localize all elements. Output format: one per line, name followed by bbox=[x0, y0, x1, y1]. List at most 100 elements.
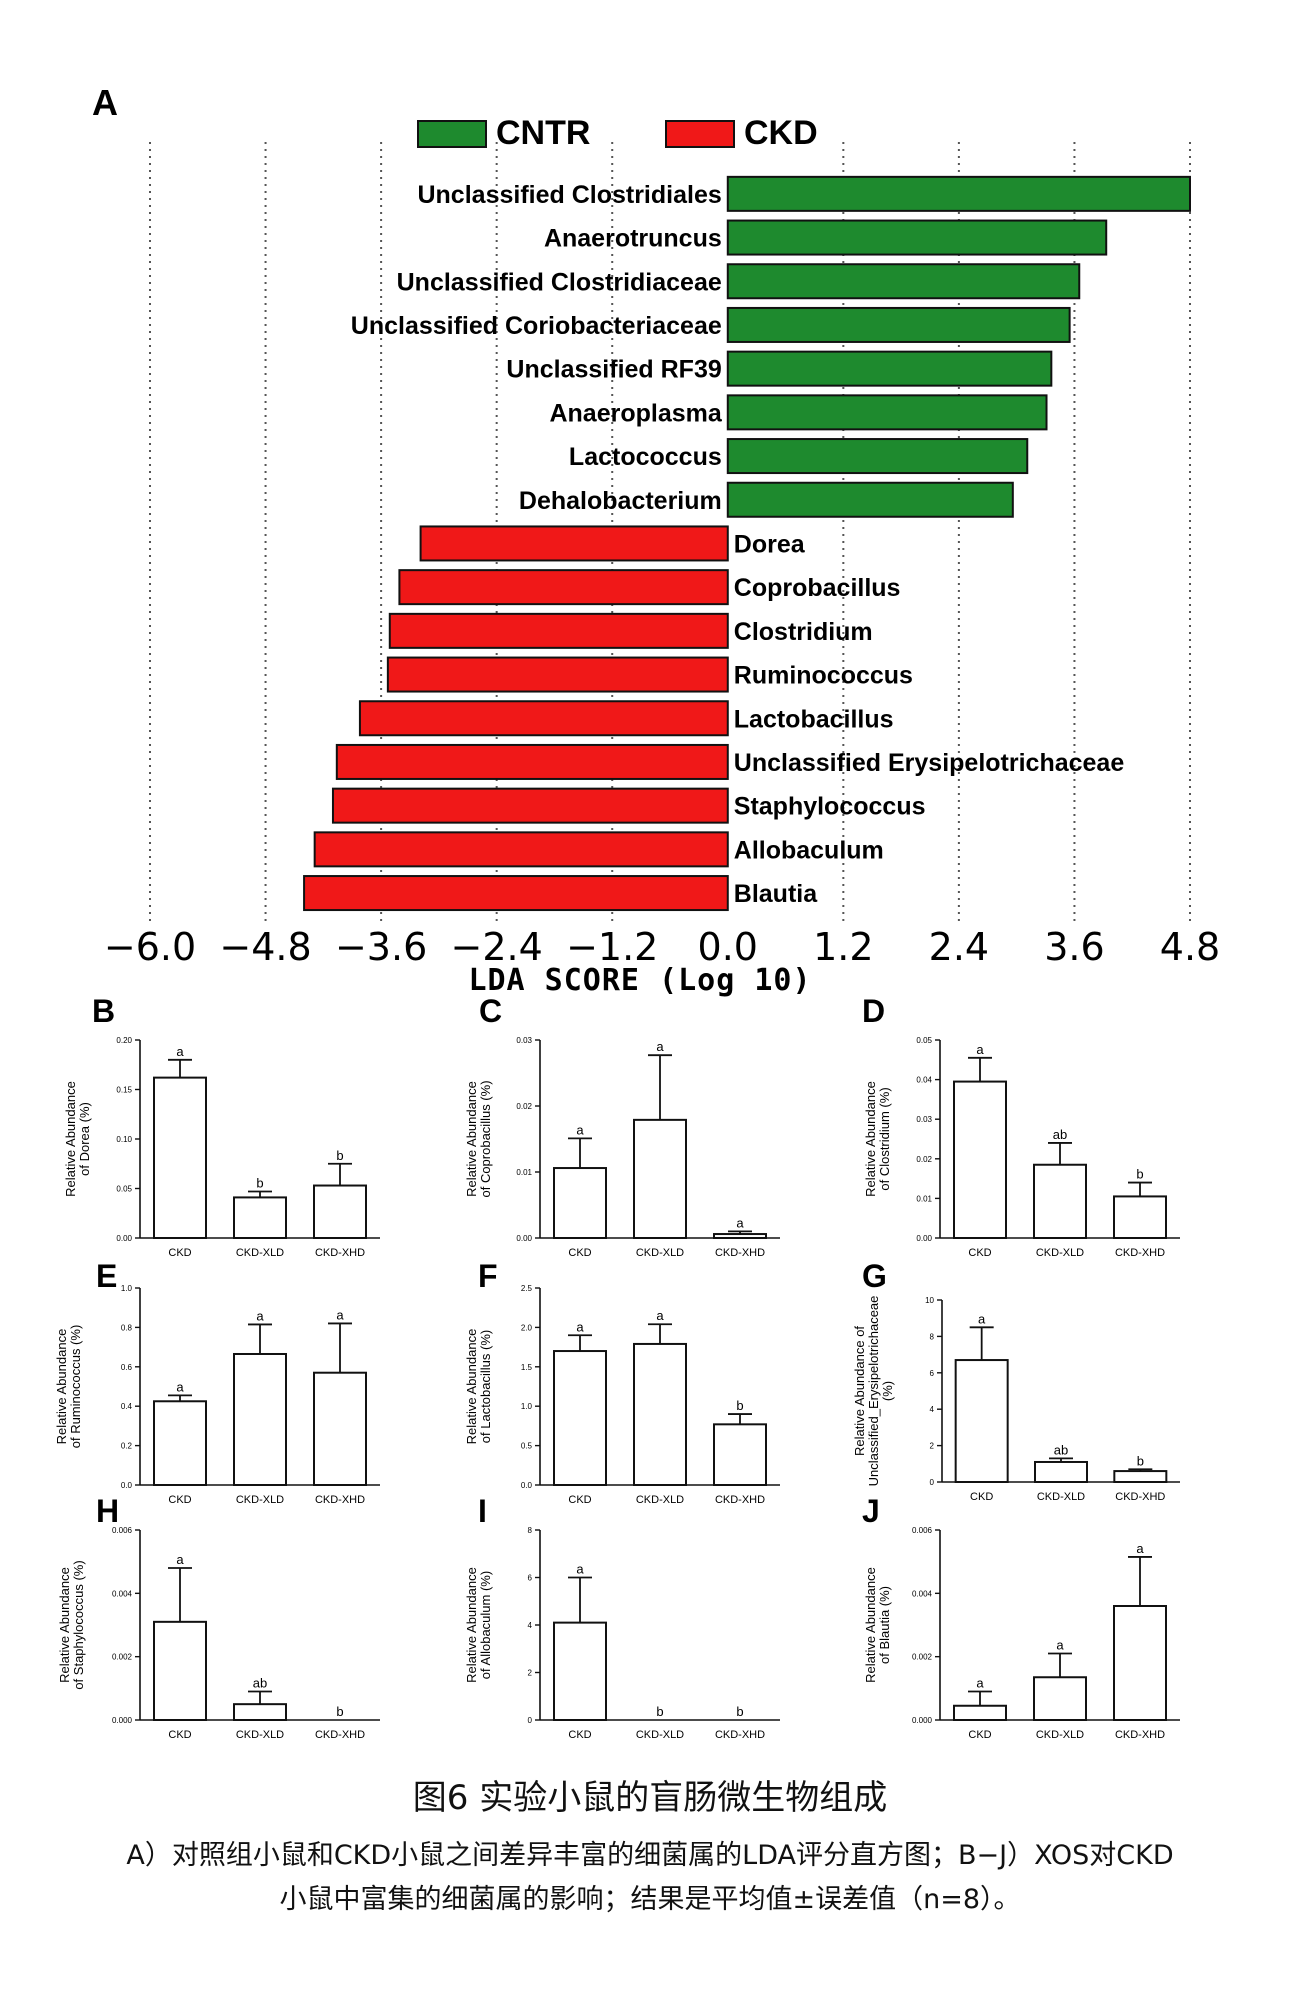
lda-bar bbox=[331, 787, 729, 824]
bar-chart-b: B 0.00 0.05 0.10 0.15 0.20 Relative Abundanceo… bbox=[63, 993, 380, 1259]
y-tick-label: 0.8 bbox=[121, 1323, 133, 1332]
lda-tick-label: 2.4 bbox=[929, 925, 989, 969]
bar bbox=[233, 1703, 287, 1721]
y-tick-label: 2.5 bbox=[521, 1284, 533, 1293]
lda-tick-label: 0.0 bbox=[698, 925, 758, 969]
lda-bar-label: Coprobacillus bbox=[734, 574, 901, 602]
bar bbox=[153, 1076, 207, 1239]
x-category-label: CKD bbox=[168, 1494, 191, 1506]
bar bbox=[1113, 1195, 1167, 1240]
significance-letter: b bbox=[256, 1175, 263, 1190]
bar bbox=[713, 1423, 767, 1486]
x-category-label: CKD-XLD bbox=[636, 1247, 684, 1259]
lda-bar bbox=[303, 875, 729, 912]
y-tick-label: 0.000 bbox=[912, 1716, 933, 1725]
significance-letter: a bbox=[736, 1215, 744, 1230]
significance-letter: b bbox=[336, 1704, 343, 1719]
x-category-label: CKD bbox=[168, 1729, 191, 1741]
bar bbox=[954, 1359, 1009, 1484]
y-tick-label: 0.20 bbox=[116, 1036, 132, 1045]
lda-axis-title: LDA SCORE (Log 10) bbox=[468, 963, 811, 998]
y-tick-label: 0.002 bbox=[112, 1653, 133, 1662]
significance-letter: b bbox=[1137, 1453, 1144, 1468]
y-tick-label: 0.2 bbox=[121, 1442, 133, 1451]
y-tick-label: 0.000 bbox=[112, 1716, 133, 1725]
bar bbox=[553, 1621, 607, 1721]
legend-swatch-cntr bbox=[417, 120, 487, 148]
significance-letter: b bbox=[336, 1148, 343, 1163]
x-category-label: CKD-XLD bbox=[636, 1729, 684, 1741]
lda-tick-label: −2.4 bbox=[451, 925, 543, 969]
y-axis-title: Relative Abundanceof Clostridium (%) bbox=[863, 1081, 892, 1197]
lda-bar-label: Lactococcus bbox=[569, 443, 722, 471]
x-category-label: CKD bbox=[968, 1247, 991, 1259]
bar bbox=[233, 1196, 287, 1240]
panel-label-e: E bbox=[96, 1258, 117, 1294]
bar bbox=[553, 1350, 607, 1487]
significance-letter: a bbox=[336, 1307, 344, 1322]
significance-letter: b bbox=[656, 1704, 663, 1719]
bar bbox=[633, 1118, 687, 1239]
x-category-label: CKD-XHD bbox=[1115, 1247, 1165, 1259]
bar bbox=[553, 1167, 607, 1240]
panel-label-i: I bbox=[478, 1493, 487, 1529]
figure-caption-title: 图6 实验小鼠的盲肠微生物组成 bbox=[412, 1778, 888, 1818]
y-axis-title: Relative Abundanceof Staphylococcus (%) bbox=[57, 1560, 86, 1689]
lda-bar bbox=[726, 350, 1053, 387]
lda-bar bbox=[726, 175, 1191, 212]
lda-bar bbox=[726, 263, 1081, 300]
lda-tick-label: −4.8 bbox=[219, 925, 311, 969]
bar bbox=[153, 1620, 207, 1722]
lda-bar bbox=[726, 438, 1029, 475]
lda-tick-label: −1.2 bbox=[566, 925, 658, 969]
y-axis-title: Relative Abundance ofUnclassified_Erysip… bbox=[852, 1296, 895, 1487]
y-tick-label: 0.02 bbox=[916, 1155, 932, 1164]
lda-bar bbox=[358, 700, 729, 737]
y-tick-label: 10 bbox=[925, 1296, 934, 1305]
y-tick-label: 2 bbox=[930, 1442, 935, 1451]
x-category-label: CKD-XHD bbox=[315, 1494, 365, 1506]
x-category-label: CKD-XHD bbox=[315, 1247, 365, 1259]
x-category-label: CKD-XLD bbox=[1036, 1729, 1084, 1741]
lda-bar-label: Unclassified RF39 bbox=[506, 356, 721, 384]
bar-chart-c: C 0.00 0.01 0.02 0.03 Relative Abundanceof Co… bbox=[464, 993, 780, 1259]
lda-bar bbox=[726, 481, 1014, 518]
bar-chart-e: E 0.0 0.2 0.4 0.6 0.8 1.0 Relative Abundanceof … bbox=[54, 1258, 380, 1506]
y-axis-title: Relative Abundanceof Coprobacillus (%) bbox=[464, 1080, 493, 1197]
figure-caption-line-2: 小鼠中富集的细菌属的影响；结果是平均值±误差值（n=8）。 bbox=[279, 1884, 1021, 1915]
y-tick-label: 1.5 bbox=[521, 1363, 533, 1372]
y-axis-title: Relative Abundanceof Dorea (%) bbox=[63, 1081, 92, 1197]
y-tick-label: 0.03 bbox=[916, 1115, 932, 1124]
significance-letter: a bbox=[976, 1676, 984, 1691]
lda-bar-label: Unclassified Erysipelotrichaceae bbox=[734, 749, 1125, 777]
bar bbox=[1033, 1163, 1087, 1239]
y-tick-label: 0.10 bbox=[116, 1135, 132, 1144]
lda-bar-label: Ruminococcus bbox=[734, 662, 913, 690]
y-tick-label: 0.004 bbox=[112, 1589, 133, 1598]
x-category-label: CKD bbox=[970, 1491, 993, 1503]
x-category-label: CKD-XHD bbox=[715, 1729, 765, 1741]
lda-bar-label: Unclassified Clostridiaceae bbox=[397, 268, 722, 296]
legend-label-ckd: CKD bbox=[744, 114, 818, 152]
x-category-label: CKD bbox=[168, 1247, 191, 1259]
significance-letter: b bbox=[736, 1704, 743, 1719]
significance-letter: a bbox=[176, 1044, 184, 1059]
lda-bar-label: Unclassified Coriobacteriaceae bbox=[351, 312, 722, 340]
significance-letter: ab bbox=[1054, 1442, 1068, 1457]
lda-bar-label: Unclassified Clostridiales bbox=[417, 181, 721, 209]
y-tick-label: 8 bbox=[930, 1332, 935, 1341]
y-tick-label: 0.15 bbox=[116, 1086, 132, 1095]
panel-label-d: D bbox=[862, 993, 885, 1029]
lda-bar-label: Anaerotruncus bbox=[544, 225, 722, 253]
panel-label-b: B bbox=[92, 993, 115, 1029]
y-tick-label: 2 bbox=[528, 1669, 533, 1678]
y-tick-label: 0.05 bbox=[916, 1036, 932, 1045]
bar bbox=[1034, 1460, 1088, 1483]
significance-letter: ab bbox=[1053, 1127, 1067, 1142]
y-tick-label: 8 bbox=[528, 1526, 533, 1535]
significance-letter: ab bbox=[253, 1676, 267, 1691]
x-category-label: CKD bbox=[968, 1729, 991, 1741]
y-tick-label: 0.5 bbox=[521, 1442, 533, 1451]
lda-tick-label: 1.2 bbox=[813, 925, 873, 969]
x-category-label: CKD bbox=[568, 1247, 591, 1259]
